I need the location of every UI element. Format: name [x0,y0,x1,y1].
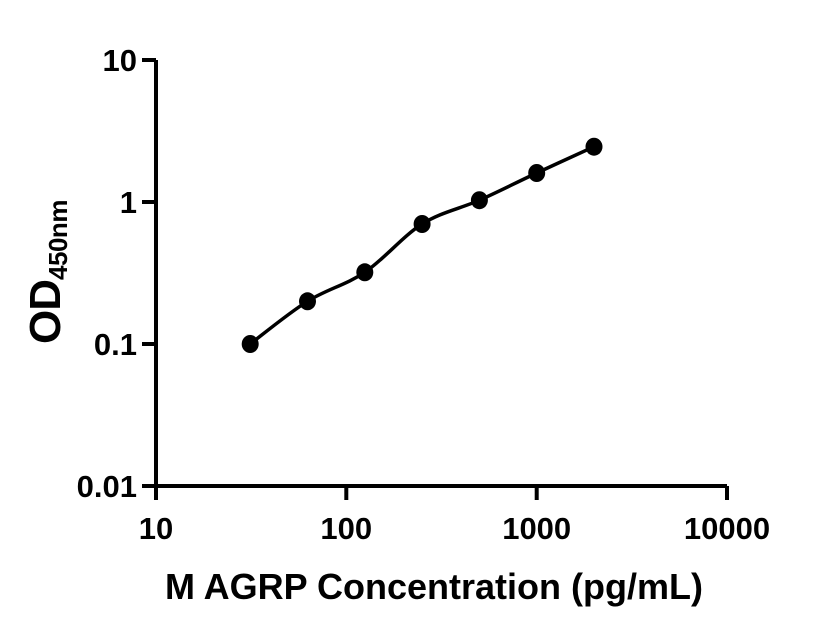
data-point-marker [470,191,488,210]
data-point-marker [528,164,546,182]
y-axis-title-main: OD [21,279,70,344]
x-tick-label: 10000 [684,511,770,546]
x-tick-label: 10 [139,511,173,546]
x-axis-title: M AGRP Concentration (pg/mL) [165,566,703,607]
x-tick-label: 100 [320,511,372,546]
data-point-marker [241,335,259,353]
data-point-marker [299,292,316,311]
y-tick-label: 10 [103,43,137,78]
data-point-marker [413,215,431,233]
y-tick-label: 0.01 [77,469,137,504]
y-axis-title-subscript: 450nm [43,200,73,280]
data-point-marker [585,137,603,156]
y-tick-label: 1 [120,185,137,220]
y-axis-title: OD450nm [21,200,73,344]
x-tick-label: 1000 [502,511,571,546]
data-point-marker [356,263,374,282]
y-tick-label: 0.1 [94,327,137,362]
